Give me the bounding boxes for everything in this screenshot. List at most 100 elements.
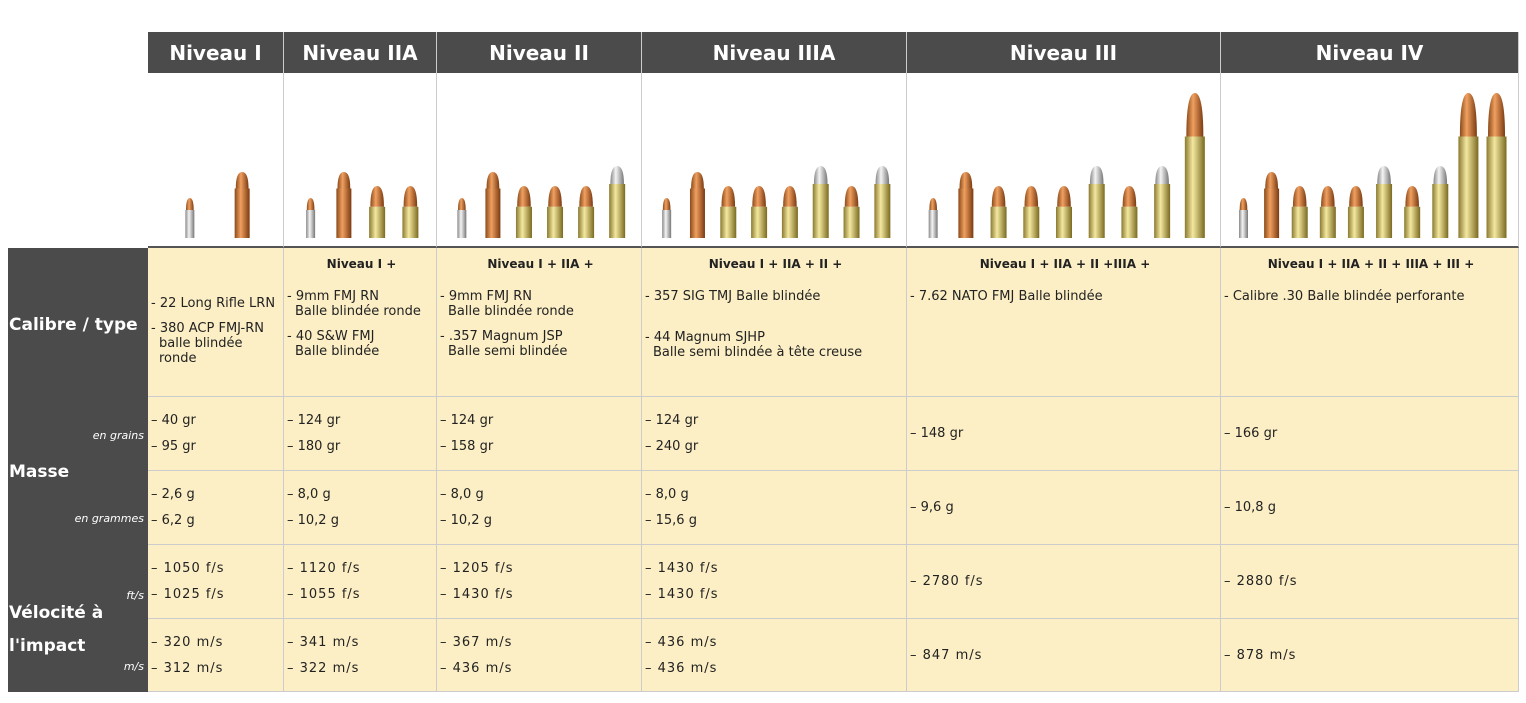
includes: Niveau I + IIA + — [487, 257, 594, 271]
cartridge — [1088, 184, 1105, 238]
calibre-line: - 22 Long Rifle LRN — [151, 296, 276, 311]
value: – 166 gr — [1224, 426, 1278, 441]
calibre-list: - 22 Long Rifle LRN - 380 ACP FMJ-RN balle… — [151, 296, 283, 366]
cartridge — [1238, 210, 1248, 238]
cartridge — [783, 186, 797, 207]
cartridge — [1023, 206, 1040, 238]
cartridge — [579, 186, 593, 207]
includes: Niveau I + — [326, 257, 397, 271]
cartridge — [990, 206, 1007, 238]
cartridge — [1121, 206, 1138, 238]
image-cell — [284, 73, 437, 248]
cartridge — [1265, 172, 1278, 189]
value: – 436 m/s — [440, 660, 513, 676]
cartridge — [402, 206, 419, 238]
column-header: Niveau II — [437, 32, 642, 73]
calibre-item: - 9mm FMJ RN Balle blindée ronde — [440, 289, 641, 319]
calibre-item: - 9mm FMJ RN Balle blindée ronde — [287, 289, 436, 319]
calibre-item: - 22 Long Rifle LRN — [151, 296, 283, 311]
column-header: Niveau IIA — [284, 32, 437, 73]
cartridge — [1056, 206, 1072, 238]
value: – 8,0 g — [287, 487, 331, 502]
cartridge — [1292, 186, 1307, 207]
cartridge — [1376, 184, 1393, 238]
fts-cell: – 1205 f/s – 1430 f/s — [437, 545, 642, 619]
calibre-line: - 380 ACP FMJ-RN — [151, 321, 264, 336]
calibre-item: - 7.62 NATO FMJ Balle blindée — [910, 289, 1220, 304]
cartridge — [1405, 186, 1419, 207]
calibre-cell: Niveau I + IIA + II + - 357 SIG TMJ Balle… — [642, 248, 907, 397]
calibre-line: - Calibre .30 Balle blindée perforante — [1224, 289, 1465, 304]
cartridge — [306, 210, 316, 238]
value: – 10,8 g — [1224, 500, 1276, 515]
value: – 15,6 g — [645, 513, 697, 528]
cartridge — [1155, 166, 1169, 184]
cartridge — [458, 198, 466, 210]
includes: Niveau I + IIA + II +IIIA + — [979, 257, 1151, 271]
fts-cell: – 2780 f/s — [907, 545, 1221, 619]
grammes-cell: – 8,0 g – 15,6 g — [642, 471, 907, 545]
cartridge — [1349, 186, 1363, 207]
value: – 10,2 g — [287, 513, 339, 528]
cartridge — [1486, 136, 1507, 238]
cartridge — [486, 172, 500, 189]
cartridge — [609, 184, 626, 238]
cartridge — [958, 188, 974, 238]
cartridge — [337, 172, 351, 189]
cartridge — [1433, 166, 1448, 184]
value: – 180 gr — [287, 439, 341, 454]
cartridge — [403, 186, 418, 207]
value: – 1050 f/s — [151, 561, 225, 576]
grains-cell: – 124 gr – 240 gr — [642, 397, 907, 471]
cartridge — [369, 206, 386, 238]
cartridge — [959, 172, 973, 189]
value: – 2780 f/s — [910, 574, 984, 589]
image-cell — [907, 73, 1221, 248]
calibre-list: - 9mm FMJ RN Balle blindée ronde - .357 Ma… — [440, 289, 641, 359]
row-sublabel: ft/s — [126, 589, 144, 602]
grammes-cell: – 8,0 g – 10,2 g — [437, 471, 642, 545]
row-sublabel: m/s — [123, 660, 144, 673]
cartridge — [1264, 188, 1280, 238]
ms-cell: – 436 m/s – 436 m/s — [642, 619, 907, 692]
value: – 847 m/s — [910, 647, 983, 663]
calibre-item: - 357 SIG TMJ Balle blindée — [645, 289, 906, 304]
ms-cell: – 341 m/s – 322 m/s — [284, 619, 437, 692]
cartridge — [547, 206, 564, 238]
calibre-line: - 7.62 NATO FMJ Balle blindée — [910, 289, 1103, 304]
column-header: Niveau IV — [1221, 32, 1519, 73]
cartridge — [1458, 136, 1479, 238]
calibre-line: - 9mm FMJ RN — [440, 289, 532, 304]
calibre-line: Balle blindée ronde — [448, 304, 574, 319]
cartridge — [1321, 186, 1335, 207]
cartridge — [662, 198, 671, 210]
grains-cell: – 166 gr — [1221, 397, 1519, 471]
image-cell — [1221, 73, 1519, 248]
cartridge — [1122, 186, 1137, 207]
calibre-item: - 44 Magnum SJHP Balle semi blindée à têt… — [645, 330, 906, 360]
fts-cell: – 2880 f/s — [1221, 545, 1519, 619]
value: – 8,0 g — [645, 487, 689, 502]
cartridge — [781, 206, 798, 238]
cartridge — [1488, 93, 1506, 137]
calibre-line: balle blindée ronde — [159, 336, 243, 366]
value: – 124 gr — [287, 413, 341, 428]
cartridge — [1154, 184, 1171, 238]
ms-cell: – 367 m/s – 436 m/s — [437, 619, 642, 692]
cartridge — [610, 166, 624, 184]
cartridge — [844, 186, 859, 207]
cartridge — [1319, 206, 1336, 238]
calibre-line: - 44 Magnum SJHP — [645, 330, 765, 345]
cartridge — [1459, 93, 1477, 137]
column-header: Niveau III — [907, 32, 1221, 73]
cartridge — [691, 172, 704, 189]
value: – 9,6 g — [910, 500, 954, 515]
cartridge — [721, 186, 736, 207]
value: – 2,6 g — [151, 487, 195, 502]
value: – 10,2 g — [440, 513, 492, 528]
cartridge — [578, 206, 595, 238]
cartridge — [752, 186, 766, 207]
calibre-cell: - 22 Long Rifle LRN - 380 ACP FMJ-RN balle… — [148, 248, 284, 397]
